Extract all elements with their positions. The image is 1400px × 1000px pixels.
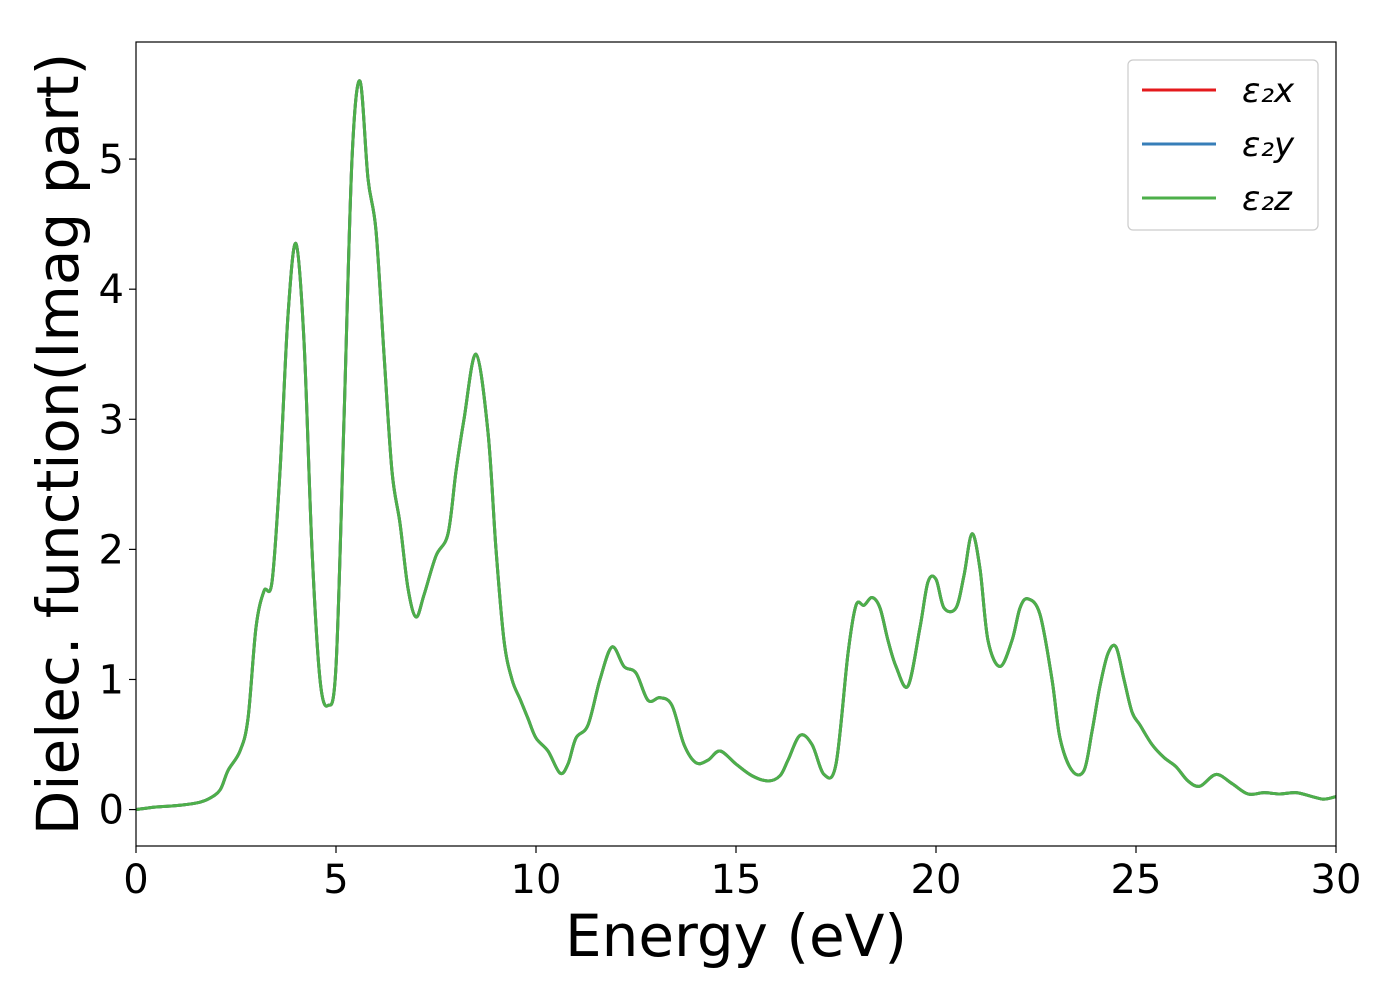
x-tick-label: 15 [711,857,762,903]
legend-label-2: ε₂y [1242,125,1295,165]
y-axis-ticks: 0 1 2 3 4 5 [99,137,136,834]
x-axis-ticks: 0 5 10 15 20 25 30 [123,846,1361,903]
y-tick-label: 3 [99,397,124,443]
series-line-3 [135,79,1337,812]
x-tick-label: 25 [1111,857,1162,903]
y-tick-label: 4 [99,267,124,313]
legend-label-1: ε₂x [1242,71,1295,111]
y-tick-label: 1 [99,657,124,703]
x-tick-label: 5 [323,857,348,903]
x-tick-label: 10 [511,857,562,903]
x-tick-label: 20 [911,857,962,903]
legend-label-3: ε₂z [1242,179,1293,219]
series-layer [135,79,1337,812]
x-tick-label: 30 [1311,857,1362,903]
y-axis-title: Dielec. function(Imag part) [24,53,92,836]
x-axis-title: Energy (eV) [565,902,907,970]
y-tick-label: 0 [99,788,124,834]
x-tick-label: 0 [123,857,148,903]
y-tick-label: 5 [99,137,124,183]
legend-box [1127,59,1319,231]
y-tick-label: 2 [99,527,124,573]
legend: ε₂x ε₂y ε₂z [1127,59,1319,231]
